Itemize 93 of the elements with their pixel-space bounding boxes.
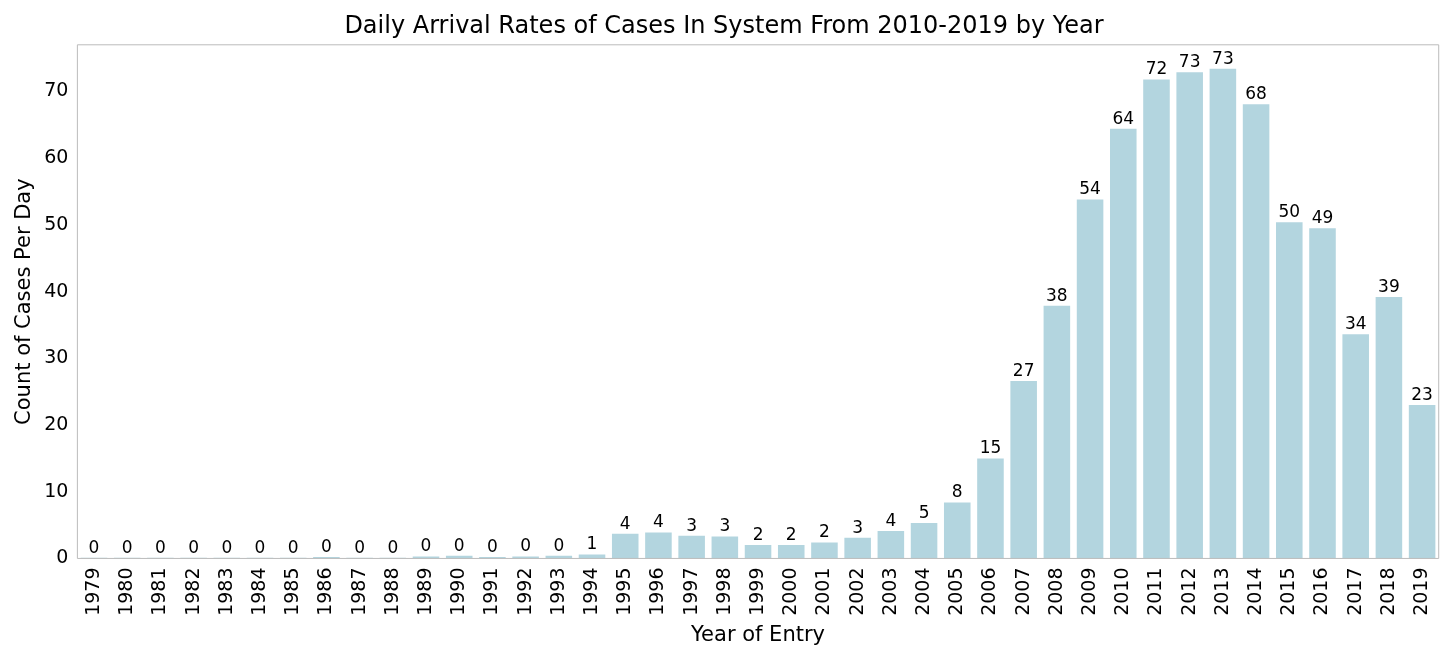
x-tick-label: 2015 [1276, 567, 1299, 616]
x-tick-label: 1985 [280, 567, 303, 616]
data-label: 34 [1344, 313, 1367, 334]
x-tick-label: 2008 [1043, 567, 1066, 616]
x-tick-label: 1981 [147, 567, 170, 616]
x-tick-label: 1987 [346, 567, 369, 616]
data-label: 0 [154, 536, 166, 557]
data-label: 0 [387, 536, 399, 557]
data-label: 0 [354, 536, 366, 557]
x-tick-label: 2016 [1309, 567, 1332, 616]
x-tick-label: 1983 [213, 567, 236, 616]
data-label: 0 [520, 535, 532, 556]
x-tick-label: 1979 [80, 567, 103, 616]
x-tick-label: 2019 [1409, 567, 1432, 616]
y-tick-label: 10 [44, 478, 69, 501]
x-axis-title: Year of Entry [690, 621, 826, 646]
x-tick-label: 1980 [114, 567, 137, 616]
data-label: 0 [121, 536, 133, 557]
x-tick-label: 2018 [1375, 567, 1398, 616]
data-label: 49 [1311, 207, 1334, 228]
data-label: 15 [979, 437, 1002, 458]
data-label: 73 [1178, 51, 1201, 72]
data-label: 3 [686, 514, 698, 535]
x-tick-label: 1989 [412, 567, 435, 616]
data-label: 27 [1012, 359, 1035, 380]
x-tick-label: 1982 [180, 567, 203, 616]
data-label: 4 [885, 510, 897, 531]
x-tick-label: 1992 [512, 567, 535, 616]
x-tick-label: 1984 [246, 567, 269, 616]
x-tick-label: 1995 [612, 567, 635, 616]
x-tick-label: 2012 [1176, 567, 1199, 616]
y-tick-label: 0 [56, 545, 69, 568]
data-label: 0 [221, 536, 233, 557]
chart-title: Daily Arrival Rates of Cases In System From 2010-2019 by Year [344, 10, 1104, 39]
y-tick-label: 30 [44, 345, 69, 368]
data-label: 0 [487, 536, 498, 557]
y-tick-label: 40 [44, 278, 69, 301]
data-label: 1 [586, 533, 598, 554]
x-tick-label: 1994 [578, 567, 601, 616]
data-label: 0 [553, 534, 565, 555]
data-label: 64 [1112, 107, 1135, 128]
y-tick-label: 70 [44, 78, 69, 101]
y-tick-label: 20 [44, 411, 69, 434]
x-tick-label: 2004 [910, 567, 933, 616]
data-label: 3 [719, 515, 731, 536]
data-label: 5 [918, 502, 930, 523]
x-tick-label: 2013 [1209, 567, 1232, 616]
data-label: 0 [453, 534, 465, 555]
data-label: 73 [1212, 47, 1234, 68]
x-tick-label: 2001 [811, 567, 834, 616]
data-label: 8 [951, 481, 963, 502]
x-tick-label: 1998 [711, 567, 734, 616]
x-tick-label: 1997 [678, 567, 701, 616]
data-label: 38 [1046, 284, 1068, 305]
x-tick-label: 1991 [479, 567, 502, 616]
x-tick-label: 2002 [844, 567, 867, 616]
data-label: 4 [653, 511, 664, 532]
x-tick-label: 1993 [545, 567, 568, 616]
data-label: 2 [785, 524, 797, 545]
data-label: 0 [254, 536, 266, 557]
x-tick-label: 1986 [313, 567, 336, 616]
data-label: 4 [619, 512, 631, 533]
y-tick-label: 50 [44, 211, 69, 234]
x-tick-label: 2000 [778, 567, 801, 616]
data-label: 50 [1278, 201, 1301, 222]
x-tick-label: 2007 [1010, 567, 1033, 616]
x-tick-label: 2003 [877, 567, 900, 616]
data-label: 2 [819, 521, 830, 542]
y-axis-title: Count of Cases Per Day [11, 178, 36, 425]
data-label: 0 [320, 536, 332, 557]
data-label: 2 [752, 524, 764, 545]
data-label: 0 [287, 536, 299, 557]
x-tick-label: 2014 [1243, 567, 1266, 616]
x-tick-label: 1996 [645, 567, 668, 616]
x-tick-label: 1999 [744, 567, 767, 616]
x-tick-label: 1990 [446, 567, 469, 616]
x-tick-label: 2006 [977, 567, 1000, 616]
x-tick-label: 2009 [1077, 567, 1100, 616]
x-tick-label: 2010 [1110, 567, 1133, 616]
x-tick-label: 2005 [944, 567, 967, 616]
data-label: 39 [1378, 275, 1400, 296]
data-label: 68 [1245, 83, 1267, 104]
x-tick-label: 1988 [379, 567, 402, 616]
data-label: 54 [1079, 178, 1101, 199]
data-label: 23 [1411, 383, 1433, 404]
x-tick-label: 2017 [1342, 567, 1365, 616]
data-label: 0 [188, 536, 199, 557]
data-label: 3 [852, 516, 864, 537]
data-label: 0 [88, 536, 100, 557]
y-tick-label: 60 [44, 145, 69, 168]
data-label: 72 [1145, 58, 1168, 79]
data-label: 0 [420, 535, 432, 556]
x-tick-label: 2011 [1143, 567, 1166, 616]
